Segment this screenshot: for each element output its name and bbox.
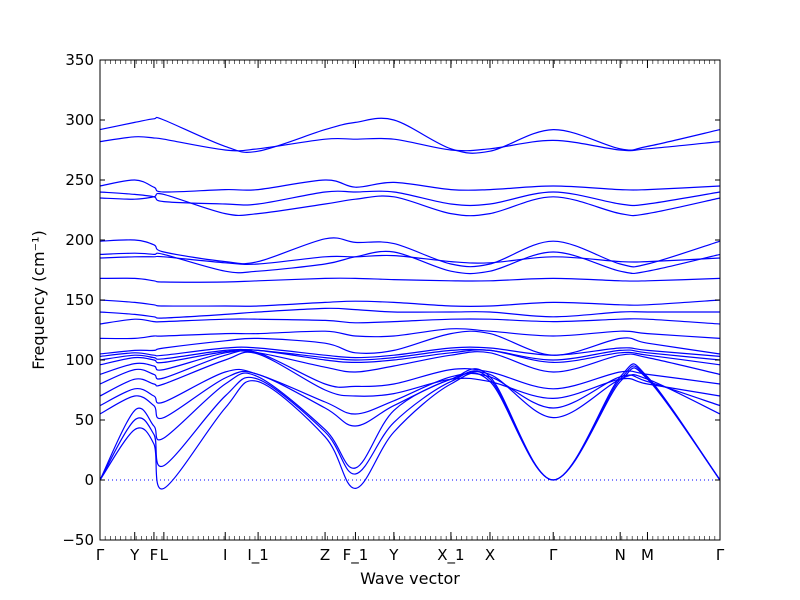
band-line-19 (99, 250, 721, 275)
band-line-12 (99, 330, 721, 356)
y-tick-label: 0 (84, 471, 94, 489)
band-line-7 (99, 349, 721, 390)
y-tick-label: 150 (65, 291, 94, 309)
y-tick-label: 350 (65, 51, 94, 69)
band-line-14 (99, 318, 721, 325)
plot-background (100, 60, 720, 540)
x-tick-label: I (223, 546, 227, 564)
band-line-15 (99, 307, 720, 319)
band-line-24 (99, 136, 721, 152)
band-line-8 (99, 350, 721, 375)
y-tick-label: 50 (75, 411, 94, 429)
y-tick-label: 300 (65, 111, 94, 129)
x-tick-label: I_1 (247, 546, 268, 565)
y-tick-label: 200 (65, 231, 94, 249)
x-tick-label: F_1 (343, 546, 369, 565)
x-tick-label: Z (320, 546, 330, 564)
band-line-1 (99, 367, 721, 490)
x-axis-title: Wave vector (360, 569, 460, 588)
band-line-11 (99, 346, 721, 359)
band-line-21 (99, 192, 721, 217)
band-line-6 (99, 351, 721, 400)
band-line-2 (99, 365, 721, 481)
x-tick-label: L (160, 546, 169, 564)
band-line-3 (99, 363, 721, 481)
x-tick-label: Y (388, 546, 399, 564)
x-tick-label: Y (129, 546, 140, 564)
x-tick-label: F (150, 546, 159, 564)
x-tick-label: X_1 (437, 546, 464, 565)
x-tick-label: N (615, 546, 626, 564)
band-line-23 (99, 179, 721, 193)
band-line-25 (99, 116, 721, 154)
band-line-20 (99, 237, 721, 268)
band-line-10 (99, 348, 721, 361)
band-line-13 (99, 328, 721, 340)
band-line-4 (99, 370, 721, 427)
x-tick-label: Γ (96, 546, 105, 564)
y-tick-label: −50 (62, 531, 94, 549)
x-tick-label: Γ (549, 546, 558, 564)
x-tick-label: M (641, 546, 654, 564)
x-tick-label: Γ (716, 546, 725, 564)
band-line-16 (99, 299, 721, 308)
y-tick-label: 100 (65, 351, 94, 369)
band-line-9 (99, 349, 721, 366)
y-tick-label: 250 (65, 171, 94, 189)
plot-frame (99, 59, 721, 541)
band-line-22 (99, 190, 721, 207)
band-line-17 (99, 277, 721, 283)
y-axis-title: Frequency (cm⁻¹) (29, 230, 48, 369)
x-tick-label: X (485, 546, 495, 564)
